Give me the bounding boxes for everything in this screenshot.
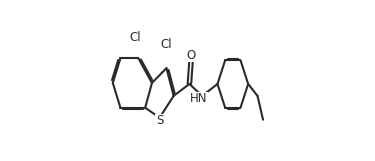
Text: HN: HN [190,92,207,105]
Text: Cl: Cl [129,31,141,44]
Text: Cl: Cl [160,38,172,51]
Text: O: O [186,49,196,62]
Text: S: S [156,114,163,127]
